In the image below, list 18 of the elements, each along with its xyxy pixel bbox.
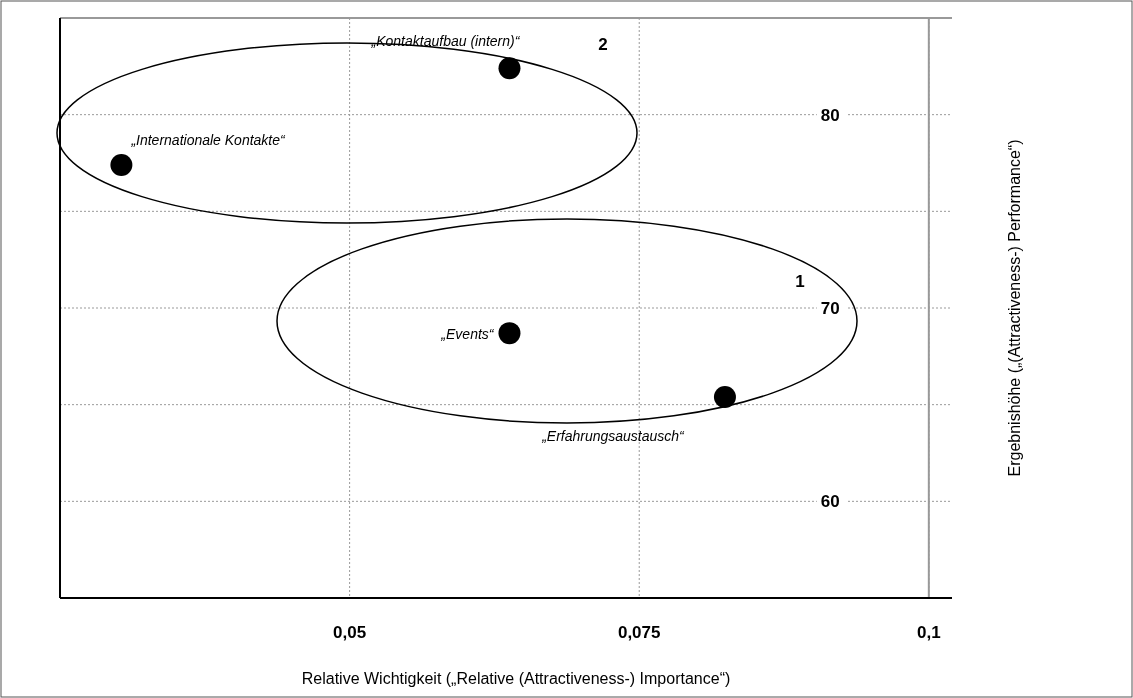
series-label: „Kontaktaufbau (intern)“ (370, 33, 521, 50)
y-axis-title: Ergebnishöhe („(Attractiveness-) Performance“) (1006, 139, 1023, 477)
x-tick-label: 0,075 (617, 623, 661, 642)
series-label: „Events“ (440, 326, 495, 343)
point (498, 57, 521, 80)
point (498, 322, 521, 345)
y-tick-label: 70 (820, 299, 840, 318)
x-tick-label: 0,1 (917, 623, 941, 642)
text: „Erfahrungsaustausch“ (541, 427, 686, 444)
point (110, 153, 133, 176)
x-tick-label: 0,05 (333, 623, 367, 642)
annotation: 2 (598, 35, 608, 54)
series-label: „Internationale Kontakte“ (130, 131, 287, 148)
y-tick-label: 80 (820, 105, 840, 125)
x-axis-title: Relative Wichtigkeit („Relative (Attractiveness-) Importance“) (301, 670, 731, 687)
annotation: 1 (795, 272, 805, 291)
point (713, 385, 736, 408)
y-tick-label: 60 (820, 492, 840, 512)
